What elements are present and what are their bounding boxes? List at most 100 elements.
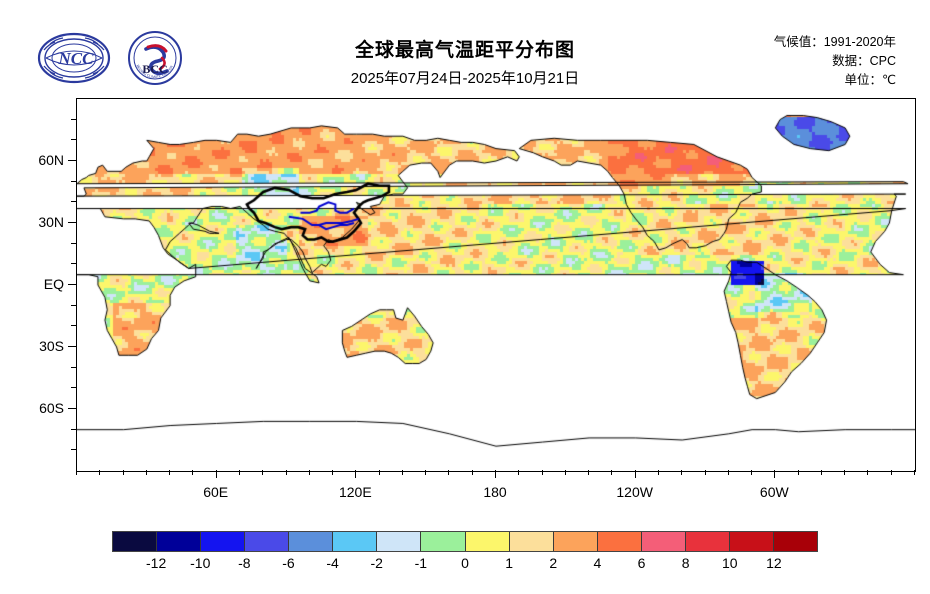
- x-tick: [122, 470, 124, 475]
- colorbar-swatch: [245, 532, 290, 551]
- x-tick: [890, 470, 892, 475]
- y-tick-label: 60S: [39, 400, 64, 416]
- colorbar-swatch: [597, 532, 642, 551]
- y-tick: [68, 222, 76, 223]
- metadata-climatology: 气候值：1991-2020年: [773, 35, 896, 49]
- colorbar-tick-label: 1: [505, 555, 514, 571]
- y-tick: [68, 346, 76, 347]
- colorbar-swatch: [377, 532, 422, 551]
- x-tick: [285, 470, 287, 475]
- colorbar-tick-label: 10: [721, 555, 738, 571]
- x-tick: [611, 470, 613, 475]
- x-tick: [448, 470, 450, 475]
- x-tick: [518, 470, 520, 475]
- colorbar-tick-label: 0: [461, 555, 469, 571]
- y-tick: [71, 263, 76, 265]
- x-tick: [262, 470, 264, 475]
- x-tick: [471, 470, 473, 475]
- colorbar-tick-label: -8: [238, 555, 251, 571]
- metadata-block: 气候值：1991-2020年 数据：CPC 单位：℃: [774, 33, 896, 90]
- x-tick-label: 60E: [203, 484, 229, 500]
- x-tick: [751, 470, 753, 475]
- y-tick: [71, 387, 76, 389]
- x-tick: [774, 470, 776, 478]
- colorbar-swatch: [465, 532, 510, 551]
- x-tick: [76, 470, 77, 475]
- colorbar-swatch: [157, 532, 202, 551]
- map-plot-area: [76, 98, 916, 472]
- colorbar-swatch: [685, 532, 730, 551]
- metadata-source: 数据：CPC: [832, 54, 896, 68]
- y-tick: [71, 242, 76, 244]
- y-tick: [71, 449, 76, 451]
- colorbar-tick-label: -10: [190, 555, 211, 571]
- y-tick-label: 60N: [38, 152, 64, 168]
- colorbar-tick-label: 4: [593, 555, 602, 571]
- y-tick-label: 30S: [39, 338, 64, 354]
- y-tick: [71, 118, 76, 120]
- x-tick: [192, 470, 194, 475]
- x-tick: [401, 470, 403, 475]
- x-tick: [238, 470, 240, 475]
- bcc-logo-text: BCC: [142, 62, 167, 76]
- x-tick: [914, 470, 915, 475]
- colorbar-swatch: [641, 532, 686, 551]
- colorbar-swatch: [729, 532, 774, 551]
- x-tick: [844, 470, 846, 475]
- y-tick: [71, 201, 76, 203]
- ncc-logo: NCC: [37, 32, 111, 84]
- x-tick-label: 60W: [759, 484, 789, 500]
- x-tick: [681, 470, 683, 475]
- colorbar-tick-label: -2: [370, 555, 383, 571]
- colorbar-swatch: [289, 532, 334, 551]
- ncc-logo-text: NCC: [58, 49, 95, 68]
- colorbar-swatch: [333, 532, 378, 551]
- x-tick-label: 120W: [616, 484, 653, 500]
- y-tick: [71, 325, 76, 327]
- x-tick: [704, 470, 706, 475]
- y-tick: [71, 428, 76, 430]
- colorbar-tick-label: 8: [681, 555, 690, 571]
- colorbar-tick-label: 6: [637, 555, 646, 571]
- x-tick: [425, 470, 427, 475]
- x-tick-label: 180: [483, 484, 507, 500]
- x-tick: [541, 470, 543, 475]
- y-tick-label: EQ: [43, 276, 64, 292]
- y-tick: [71, 180, 76, 182]
- x-tick: [378, 470, 380, 475]
- colorbar-swatch: [421, 532, 466, 551]
- y-tick: [71, 139, 76, 141]
- colorbar-tick-labels: -12 -10 -8 -6 -4 -2 -1 0 1 2 4 6 8 10 12: [112, 555, 818, 577]
- colorbar-swatch: [553, 532, 598, 551]
- colorbar-swatch: [773, 532, 817, 551]
- colorbar-swatch: [113, 532, 158, 551]
- x-tick: [169, 470, 171, 475]
- logo-group: NCC BCC BEIJING CLIMATE CENTER: [36, 28, 196, 90]
- colorbar: -12 -10 -8 -6 -4 -2 -1 0 1 2 4 6 8 10 12: [112, 531, 818, 577]
- colorbar-swatch: [509, 532, 554, 551]
- colorbar-tick-label: -12: [146, 555, 167, 571]
- bcc-logo: BCC BEIJING CLIMATE CENTER: [128, 31, 182, 85]
- x-tick: [99, 470, 101, 475]
- colorbar-swatch: [201, 532, 246, 551]
- colorbar-swatches: [112, 531, 818, 552]
- x-tick: [657, 470, 659, 475]
- x-tick: [495, 470, 496, 478]
- x-tick: [355, 470, 357, 478]
- colorbar-tick-label: -4: [326, 555, 339, 571]
- x-tick: [820, 470, 822, 475]
- x-tick: [564, 470, 566, 475]
- x-tick: [634, 470, 636, 478]
- metadata-units: 单位：℃: [844, 73, 896, 87]
- x-tick: [588, 470, 590, 475]
- x-tick: [308, 470, 310, 475]
- y-tick: [68, 160, 76, 161]
- x-tick: [867, 470, 869, 475]
- x-tick: [215, 470, 217, 478]
- x-tick: [145, 470, 147, 475]
- colorbar-tick-label: 2: [549, 555, 558, 571]
- y-tick: [71, 366, 76, 368]
- anomaly-map-canvas: [77, 99, 915, 471]
- y-tick: [71, 304, 76, 306]
- x-tick-label: 120E: [338, 484, 372, 500]
